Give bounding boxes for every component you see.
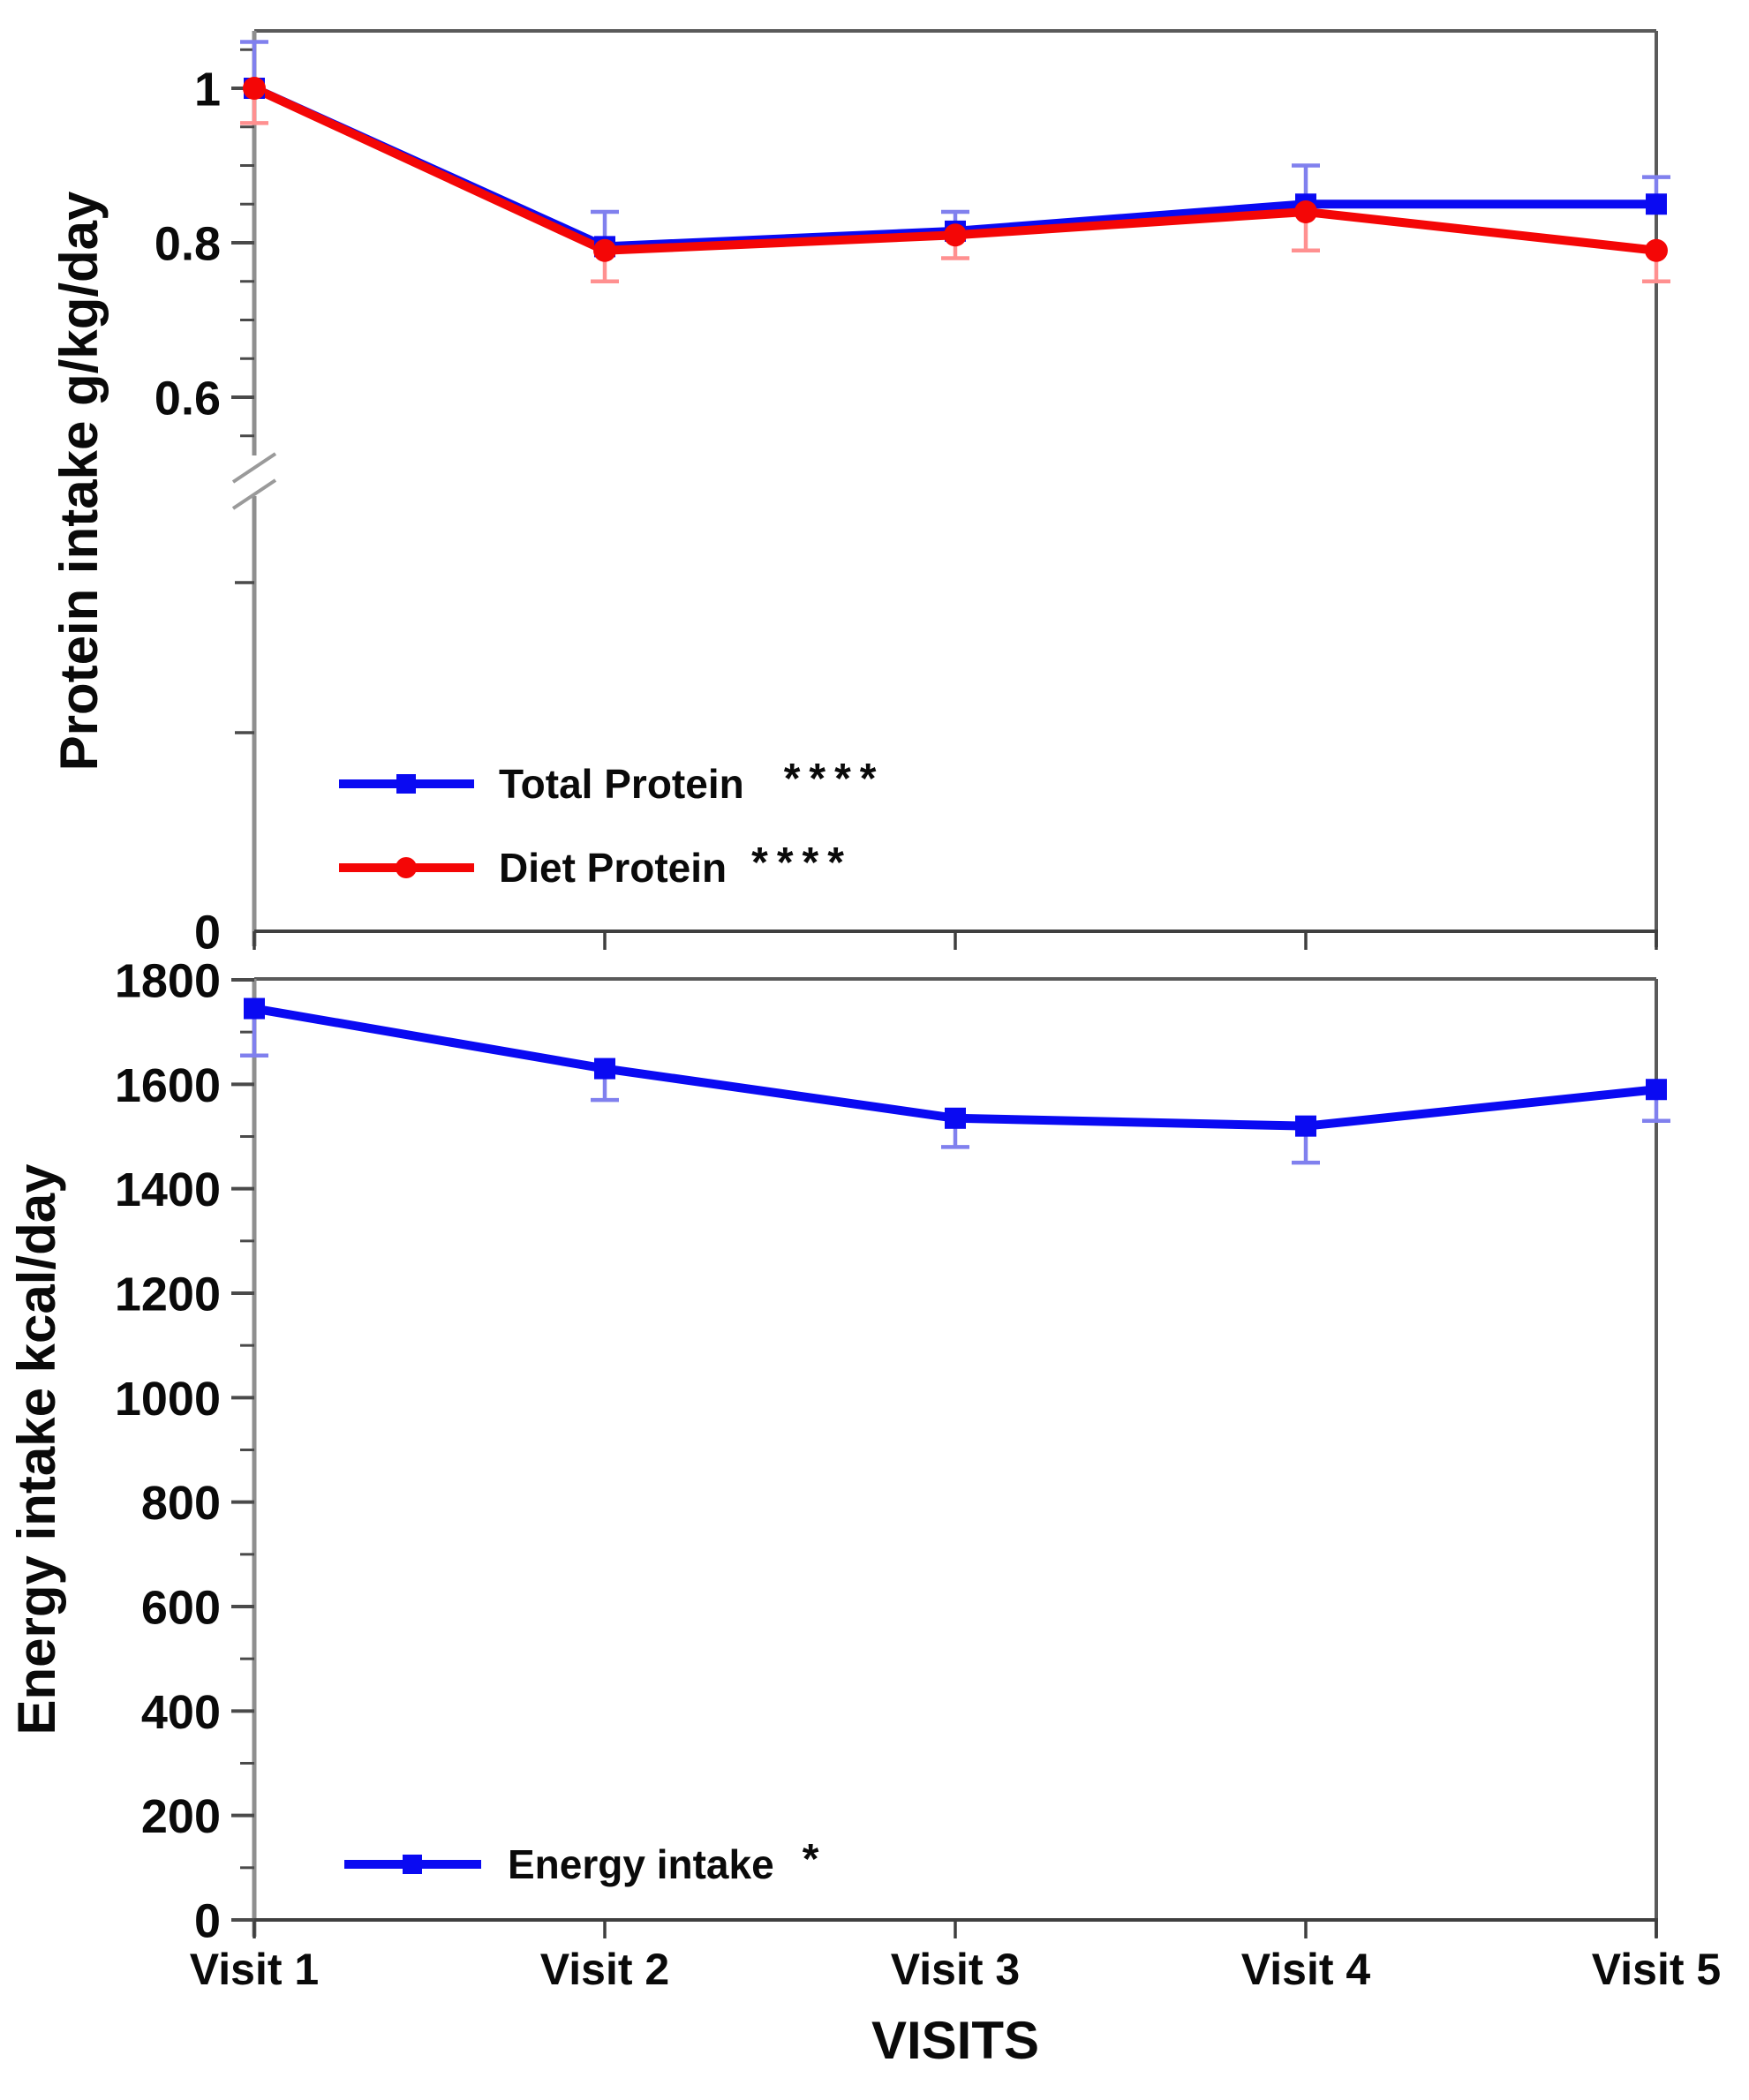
- x-category-label: Visit 3: [891, 1945, 1020, 1994]
- x-category-label: Visit 1: [190, 1945, 319, 1994]
- y-tick-label: 800: [141, 1477, 221, 1530]
- series-square-marker: [945, 1107, 966, 1129]
- top-y-axis-title: Protein intake g/kg/day: [49, 191, 109, 771]
- series-square-marker: [1646, 1079, 1667, 1101]
- y-tick-label: 1800: [115, 954, 221, 1007]
- bottom-chart: 1800 1600 1400 1200 1000 800 600 400 200 0 Energy …: [115, 954, 1670, 1947]
- x-category-label: Visit 5: [1592, 1945, 1721, 1994]
- y-origin-label: 0: [194, 906, 221, 959]
- y-tick-label: 0: [194, 1894, 221, 1947]
- bottom-y-axis-title: Energy intake kcal/day: [7, 1163, 66, 1735]
- series-circle-marker: [593, 238, 616, 262]
- top-chart: 1 0.8 0.6 0 Total Protein **** Diet Protein ***…: [155, 29, 1670, 959]
- legend-square-marker: [396, 774, 416, 794]
- legend-label-energy-intake: Energy intake *: [508, 1836, 827, 1887]
- y-tick-label: 200: [141, 1790, 221, 1843]
- series-circle-marker: [944, 223, 967, 247]
- y-tick-label: 1: [194, 63, 221, 116]
- x-category-label: Visit 4: [1241, 1945, 1371, 1994]
- series-square-marker: [244, 997, 265, 1020]
- significance-stars: *: [803, 1836, 828, 1883]
- axis-break-slash: [231, 478, 277, 510]
- significance-stars: ****: [751, 839, 853, 886]
- legend-label-diet-protein: Diet Protein ****: [499, 839, 853, 891]
- series-square-marker: [1295, 1115, 1316, 1137]
- series-square-marker: [594, 1058, 615, 1080]
- series-circle-marker: [1294, 200, 1317, 223]
- legend-square-marker: [403, 1855, 422, 1874]
- y-tick-label: 1000: [115, 1373, 221, 1426]
- legend-circle-marker: [396, 857, 417, 878]
- y-tick-label: 1600: [115, 1059, 221, 1112]
- y-tick-label: 600: [141, 1581, 221, 1634]
- x-category-label: Visit 2: [540, 1945, 669, 1994]
- y-tick-label: 0.6: [155, 372, 221, 425]
- significance-stars: ****: [784, 756, 886, 802]
- axis-break-slash: [231, 452, 277, 484]
- x-axis-title: VISITS: [871, 2011, 1039, 2070]
- y-tick-label: 0.8: [155, 217, 221, 270]
- legend-label-total-protein: Total Protein ****: [499, 756, 885, 807]
- y-tick-label: 1200: [115, 1268, 221, 1321]
- series-square-marker: [1646, 193, 1667, 215]
- series-circle-marker: [1645, 238, 1668, 262]
- y-tick-label: 400: [141, 1686, 221, 1739]
- series-circle-marker: [243, 77, 266, 100]
- y-tick-label: 1400: [115, 1163, 221, 1216]
- x-axis-labels: Visit 1 Visit 2 Visit 3 Visit 4 Visit 5: [190, 1945, 1721, 1994]
